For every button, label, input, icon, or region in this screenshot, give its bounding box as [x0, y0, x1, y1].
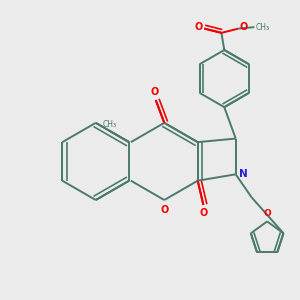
Text: N: N [239, 169, 248, 179]
Text: O: O [199, 208, 208, 218]
Text: CH₃: CH₃ [102, 120, 116, 129]
Text: O: O [150, 87, 158, 97]
Text: O: O [264, 209, 272, 218]
Text: O: O [240, 22, 248, 32]
Text: O: O [195, 22, 203, 32]
Text: O: O [160, 205, 168, 215]
Text: CH₃: CH₃ [256, 22, 270, 32]
